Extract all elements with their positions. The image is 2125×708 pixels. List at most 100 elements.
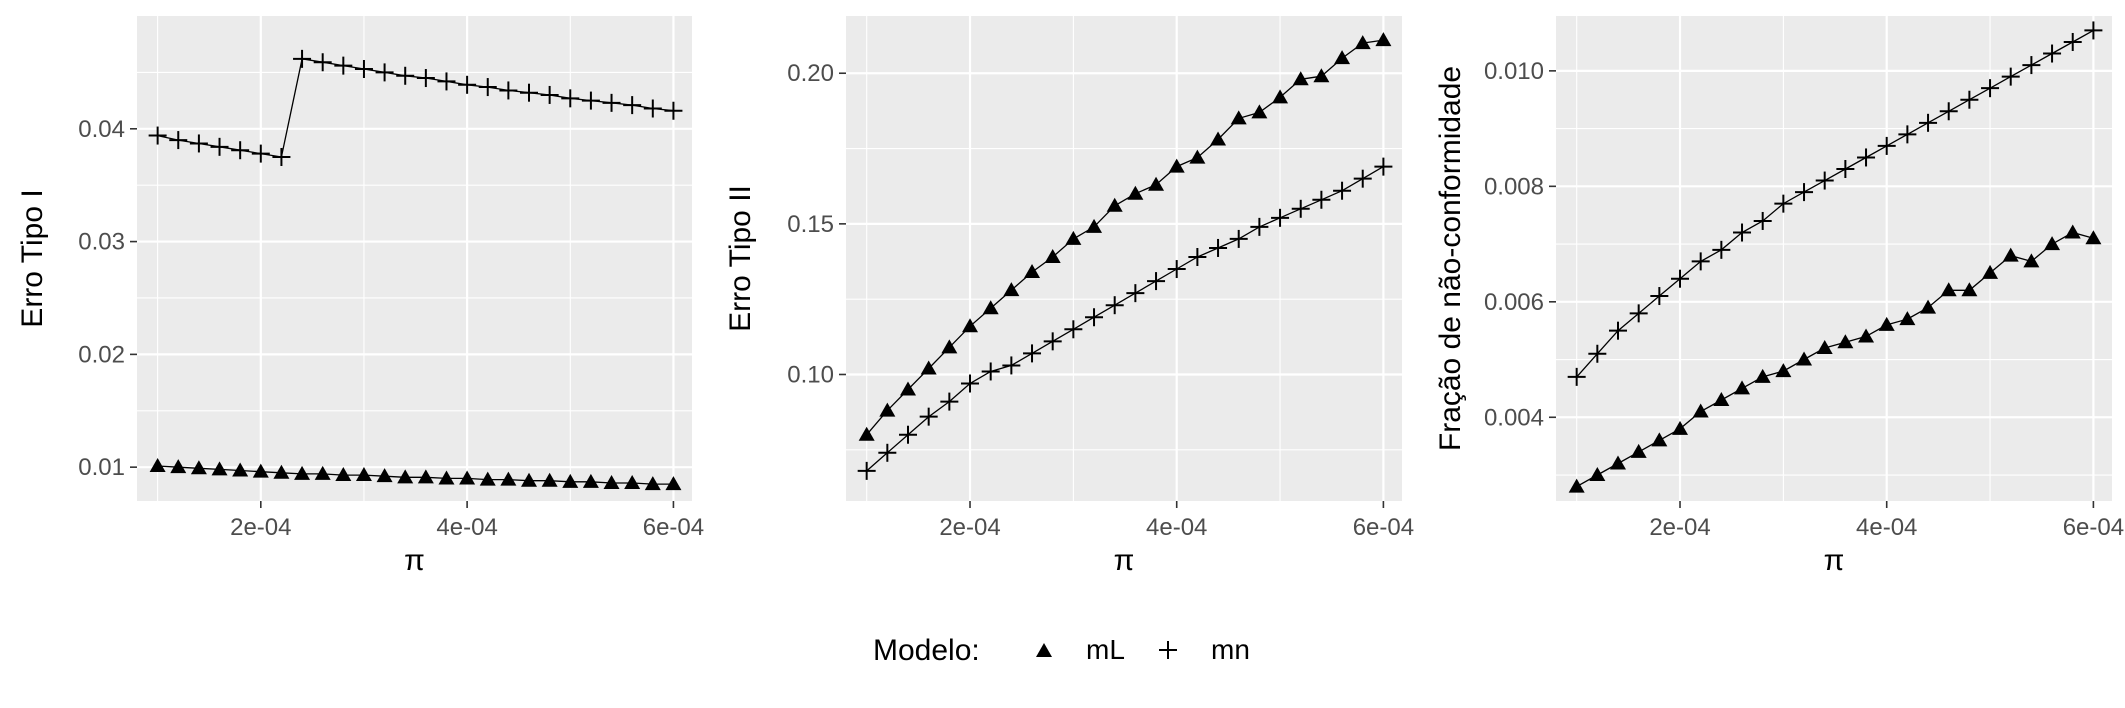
y-tick-label: 0.20 <box>787 60 834 87</box>
legend-label-mn: mn <box>1211 634 1250 665</box>
point-triangle <box>962 318 979 333</box>
point-plus <box>520 83 539 102</box>
point-triangle <box>417 469 434 484</box>
point-triangle <box>1940 282 1957 297</box>
y-tick-label: 0.010 <box>1484 58 1544 85</box>
point-triangle <box>232 462 249 477</box>
point-plus <box>1353 169 1372 188</box>
point-plus <box>1919 113 1938 132</box>
point-plus <box>416 69 435 88</box>
point-plus <box>581 91 600 110</box>
point-plus <box>458 75 477 94</box>
point-triangle <box>1210 131 1227 146</box>
legend: Modelo: mL mn <box>873 634 1250 667</box>
point-plus <box>313 53 332 72</box>
point-plus <box>1629 304 1648 323</box>
point-triangle <box>920 360 937 375</box>
point-triangle <box>1334 50 1351 65</box>
point-triangle <box>582 473 599 488</box>
point-plus <box>1188 247 1207 266</box>
point-plus <box>148 126 167 145</box>
point-plus <box>334 56 353 75</box>
point-triangle <box>1837 334 1854 349</box>
point-triangle <box>1858 328 1875 343</box>
point-triangle <box>190 460 207 475</box>
point-triangle <box>1354 35 1371 50</box>
point-triangle <box>1065 230 1082 245</box>
x-tick-label: 4e-04 <box>436 514 497 541</box>
point-triangle <box>1086 218 1103 233</box>
point-plus <box>2043 44 2062 63</box>
point-plus <box>1567 367 1586 386</box>
point-plus <box>251 144 270 163</box>
point-triangle <box>1589 467 1606 482</box>
x-axis-title: π <box>1114 544 1135 577</box>
point-plus <box>919 407 938 426</box>
point-plus <box>1774 194 1793 213</box>
point-triangle <box>665 476 682 491</box>
x-tick-label: 4e-04 <box>1146 514 1207 541</box>
point-triangle <box>1920 299 1937 314</box>
y-tick-label: 0.03 <box>78 229 125 256</box>
y-tick-label: 0.10 <box>787 361 834 388</box>
point-plus <box>961 374 980 393</box>
point-triangle <box>603 474 620 489</box>
series-mL <box>149 458 682 491</box>
point-plus <box>375 63 394 82</box>
point-triangle <box>149 458 166 473</box>
point-triangle <box>1127 185 1144 200</box>
series-line-mn <box>1576 29 2094 378</box>
point-triangle <box>170 459 187 474</box>
point-plus <box>857 461 876 480</box>
y-tick-label: 0.006 <box>1484 289 1544 316</box>
x-axis-title: π <box>404 544 425 577</box>
point-plus <box>2084 21 2103 40</box>
x-tick-label: 6e-04 <box>1353 514 1414 541</box>
point-triangle <box>2044 236 2061 251</box>
point-triangle <box>982 300 999 315</box>
point-plus <box>1877 136 1896 155</box>
point-plus <box>1650 287 1669 306</box>
point-triangle <box>521 472 538 487</box>
point-plus <box>1043 332 1062 351</box>
point-plus <box>623 96 642 115</box>
y-tick-label: 0.04 <box>78 116 125 143</box>
point-triangle <box>1796 351 1813 366</box>
point-triangle <box>2064 224 2081 239</box>
y-tick-label: 0.15 <box>787 211 834 238</box>
point-triangle <box>2002 247 2019 262</box>
point-triangle <box>541 472 558 487</box>
legend-plus-icon <box>1159 641 1177 659</box>
point-triangle <box>1961 282 1978 297</box>
point-plus <box>643 99 662 118</box>
point-plus <box>1753 211 1772 230</box>
point-triangle <box>644 476 661 491</box>
point-plus <box>878 443 897 462</box>
point-triangle <box>1024 264 1041 279</box>
point-triangle <box>459 470 476 485</box>
point-triangle <box>1375 32 1392 47</box>
point-plus <box>1126 284 1145 303</box>
point-plus <box>664 101 683 120</box>
point-plus <box>272 147 291 166</box>
point-triangle <box>294 465 311 480</box>
point-triangle <box>1982 264 1999 279</box>
point-triangle <box>1754 368 1771 383</box>
point-plus <box>396 66 415 85</box>
point-triangle <box>1168 158 1185 173</box>
legend-triangle-icon <box>1036 643 1052 657</box>
x-tick-label: 6e-04 <box>2063 514 2124 541</box>
series-line-mn <box>866 166 1384 472</box>
point-plus <box>1105 296 1124 315</box>
y-tick-label: 0.02 <box>78 341 125 368</box>
point-triangle <box>314 465 331 480</box>
point-plus <box>499 81 518 100</box>
panel-background <box>846 16 1402 501</box>
point-triangle <box>1313 68 1330 83</box>
y-axis-title: Erro Tipo I <box>16 189 49 327</box>
x-tick-label: 2e-04 <box>939 514 1000 541</box>
point-plus <box>561 89 580 108</box>
point-plus <box>1939 102 1958 121</box>
chart-panel-2: 2e-04 4e-04 6e-04 0.10 0.15 0.20 π Erro Tipo II <box>724 16 1414 577</box>
point-plus <box>1960 90 1979 109</box>
